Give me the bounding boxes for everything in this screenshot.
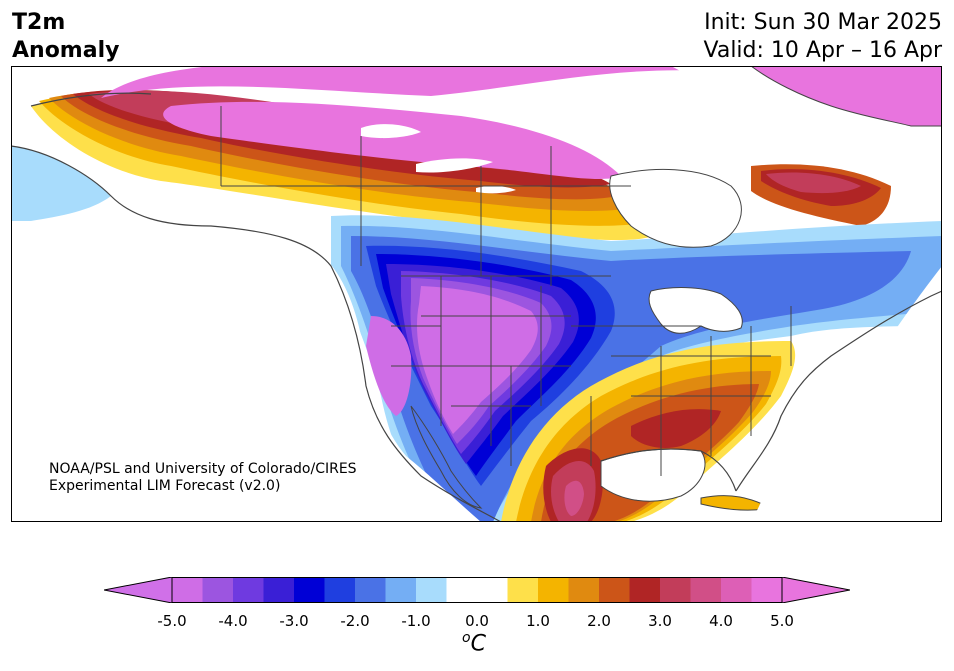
colorbar-tick-label: 0.0	[465, 612, 489, 630]
colorbar-tick-label: 3.0	[648, 612, 672, 630]
valid-dates: Valid: 10 Apr – 16 Apr	[703, 38, 943, 63]
forecast-dates: Init: Sun 30 Mar 2025 Valid: 10 Apr – 16…	[704, 9, 943, 65]
colorbar-tick-label: 4.0	[709, 612, 733, 630]
colorbar-segment	[172, 577, 203, 603]
colorbar-unit: oC	[462, 630, 486, 656]
colorbar-segment	[690, 577, 722, 603]
arctic-lake-1	[361, 124, 421, 139]
colorbar-under-arrow	[104, 577, 173, 603]
colorbar-segment	[446, 577, 478, 603]
colorbar-segment	[263, 577, 295, 603]
pacific	[11, 221, 481, 522]
credit-line-2: Experimental LIM Forecast (v2.0)	[49, 478, 281, 494]
quebec-warm-peak	[766, 172, 861, 194]
credit-line-1: NOAA/PSL and University of Colorado/CIRE…	[49, 461, 357, 477]
hudson-bay	[609, 168, 742, 248]
atlantic	[751, 266, 942, 522]
colorbar-segment	[385, 577, 417, 603]
colorbar-segment	[507, 577, 539, 603]
coastlines	[11, 92, 942, 522]
arctic-lake-3	[476, 185, 516, 194]
arctic-lake-2	[416, 158, 493, 173]
colorbar-segment	[538, 577, 569, 603]
unit-degree: o	[462, 630, 471, 646]
colorbar-tick-label: -5.0	[157, 612, 187, 630]
colorbar-segment	[355, 577, 386, 603]
colorbar-segment	[324, 577, 356, 603]
colorbar-segment	[629, 577, 661, 603]
map-frame	[11, 66, 942, 522]
alaska-cool	[11, 146, 111, 221]
credit-text: NOAA/PSL and University of Colorado/CIRE…	[49, 461, 357, 495]
title-line-1: T2m	[12, 10, 66, 35]
colorbar-frame	[171, 577, 783, 603]
colorbar-segment	[202, 577, 234, 603]
arctic-max-warm	[101, 66, 942, 126]
anomaly-map	[11, 66, 942, 522]
colorbar-segment	[599, 577, 630, 603]
colorbar-segment	[721, 577, 752, 603]
colorbar-segment	[660, 577, 691, 603]
baffin-island	[750, 66, 942, 127]
colorbar-tick-label: -3.0	[279, 612, 309, 630]
canada-max-warm	[163, 101, 621, 179]
colorbar-tick-label: 2.0	[587, 612, 611, 630]
colorbar-tick-label: -1.0	[401, 612, 431, 630]
title-line-2: Anomaly	[12, 38, 120, 63]
colorbar-over-arrow	[781, 577, 850, 603]
colorbar-tick-label: -4.0	[218, 612, 248, 630]
map-title: T2m Anomaly	[12, 9, 119, 65]
colorbar-tick-label: -2.0	[340, 612, 370, 630]
colorbar	[104, 577, 850, 603]
great-lakes	[648, 287, 743, 334]
colorbar-segment	[416, 577, 447, 603]
colorbar-segments	[172, 577, 783, 603]
init-date: Init: Sun 30 Mar 2025	[704, 10, 942, 35]
unit-letter: C	[470, 631, 486, 657]
colorbar-tick-label: 5.0	[770, 612, 794, 630]
colorbar-segment	[233, 577, 264, 603]
colorbar-segment	[751, 577, 783, 603]
colorbar-segment	[294, 577, 325, 603]
colorbar-segment	[477, 577, 508, 603]
baja	[410, 405, 483, 509]
political-boundaries	[220, 106, 792, 476]
colorbar-segment	[568, 577, 600, 603]
colorbar-tick-label: 1.0	[526, 612, 550, 630]
